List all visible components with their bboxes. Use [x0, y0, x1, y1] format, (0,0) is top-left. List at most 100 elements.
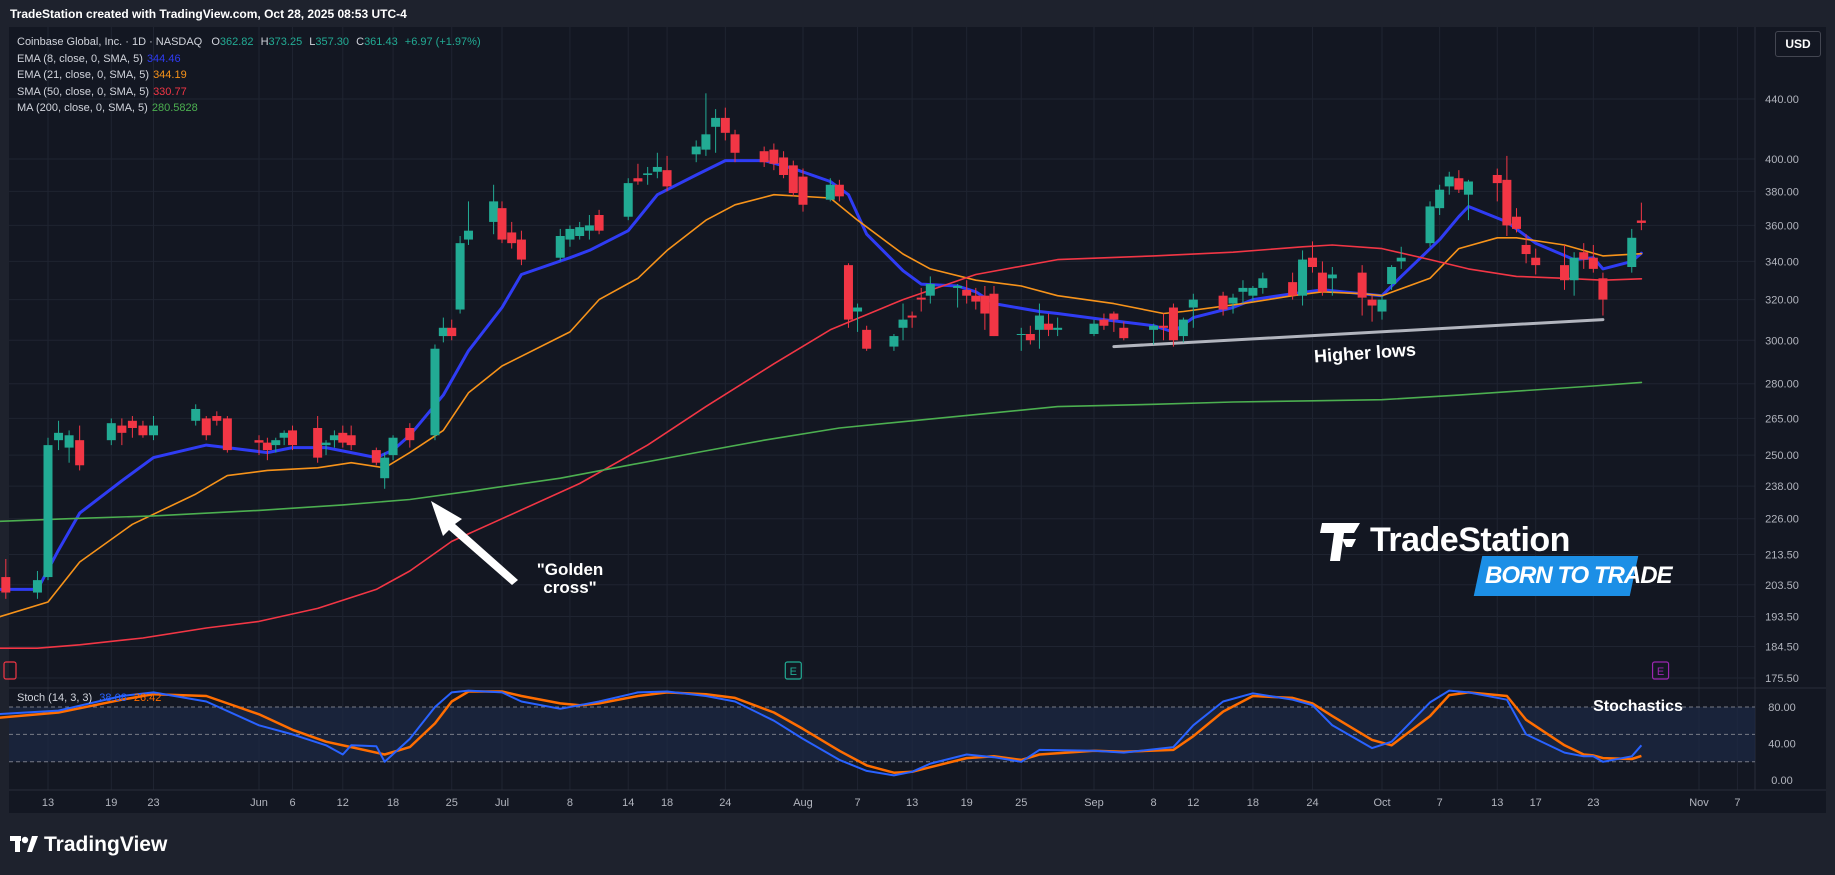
candle-body: [430, 348, 440, 436]
candle-body: [916, 297, 926, 300]
candle-body: [1357, 272, 1367, 298]
candle-body: [953, 285, 963, 288]
candle: [1317, 261, 1327, 296]
candle-body: [1178, 319, 1188, 337]
candle: [455, 235, 465, 314]
candle-body: [288, 430, 298, 446]
candle: [1025, 325, 1035, 345]
candle: [1357, 265, 1367, 316]
candle-body: [1502, 179, 1512, 226]
candle: [1377, 295, 1387, 320]
candle-body: [843, 265, 853, 320]
candles: [1, 93, 1646, 599]
time-tick-label: 13: [906, 797, 918, 809]
time-tick-label: 24: [1306, 797, 1318, 809]
candle: [555, 228, 565, 262]
candle: [633, 163, 643, 185]
candle: [798, 168, 808, 212]
candle-body: [1588, 257, 1598, 269]
indicator-row-ema8[interactable]: EMA (8, close, 0, SMA, 5) 344.46: [17, 51, 481, 68]
candle: [212, 411, 222, 426]
candle-body: [1492, 174, 1502, 184]
stochastics-label: Stochastics: [1593, 698, 1683, 715]
indicator-row-ma200[interactable]: MA (200, close, 0, SMA, 5) 280.5828: [17, 100, 481, 117]
candle: [138, 420, 148, 438]
candle-body: [463, 230, 473, 240]
candle-body: [643, 173, 653, 175]
candle: [980, 285, 990, 330]
time-tick-label: Jun: [250, 797, 268, 809]
candle: [623, 178, 633, 221]
price-tick-label: 238.00: [1765, 481, 1799, 493]
candle: [1627, 228, 1637, 273]
candle: [1, 558, 11, 599]
time-tick-label: 24: [719, 797, 731, 809]
candle: [989, 285, 999, 337]
candle: [1034, 303, 1044, 349]
time-tick-label: 14: [622, 797, 634, 809]
candle-body: [633, 178, 643, 182]
candle-body: [380, 457, 390, 479]
candle: [1016, 327, 1026, 351]
candle: [405, 423, 415, 448]
candle-body: [1307, 257, 1317, 267]
candle: [1560, 244, 1570, 290]
candle: [1367, 295, 1377, 322]
time-tick-label: 12: [1187, 797, 1199, 809]
candle: [75, 425, 85, 471]
candle-body: [1099, 319, 1109, 326]
indicator-label: SMA (50, close, 0, SMA, 5): [17, 85, 150, 98]
candle-body: [989, 293, 999, 337]
candle-body: [1149, 325, 1159, 330]
currency-button[interactable]: USD: [1775, 31, 1821, 57]
tradingview-logo[interactable]: TradingView: [10, 833, 167, 857]
indicator-label: EMA (8, close, 0, SMA, 5): [17, 52, 143, 65]
stoch-tick-label: 80.00: [1768, 702, 1796, 714]
candle: [1579, 243, 1589, 269]
time-tick-label: 25: [1015, 797, 1027, 809]
candle-body: [834, 184, 844, 197]
candle-body: [497, 208, 507, 240]
candle: [834, 179, 844, 202]
price-tick-label: 360.00: [1765, 220, 1799, 232]
ma200-line: [0, 381, 1643, 523]
stochastic-legend[interactable]: Stoch (14, 3, 3) 38.08 26.42: [17, 692, 161, 704]
candle: [1307, 241, 1317, 273]
candle-body: [555, 235, 565, 258]
candle: [1492, 168, 1502, 202]
candle: [825, 178, 835, 202]
candle: [1396, 246, 1406, 269]
candle-body: [1053, 327, 1063, 330]
candle: [1109, 311, 1119, 332]
footer-brand: TradingView: [44, 833, 168, 856]
candle: [907, 311, 917, 328]
earnings-marker-glyph: E: [1657, 666, 1664, 678]
candle: [962, 280, 972, 304]
candle: [1178, 317, 1188, 343]
indicator-row-ema21[interactable]: EMA (21, close, 0, SMA, 5) 344.19: [17, 67, 481, 84]
candle: [1248, 285, 1258, 302]
candle-body: [1044, 323, 1054, 330]
time-tick-label: Aug: [793, 797, 813, 809]
candle: [313, 416, 323, 463]
candle: [430, 344, 440, 441]
candle: [254, 435, 264, 456]
candle-body: [1435, 189, 1445, 209]
candle-body: [1317, 272, 1327, 292]
candle: [1588, 244, 1598, 273]
candle-body: [1109, 313, 1119, 320]
candle: [1089, 319, 1099, 337]
stochastic-panel: [0, 689, 1755, 777]
candle-body: [889, 336, 899, 347]
indicator-row-sma50[interactable]: SMA (50, close, 0, SMA, 5) 330.77: [17, 84, 481, 101]
symbol-row: Coinbase Global, Inc. · 1D · NASDAQ O362…: [17, 34, 481, 51]
time-tick-label: 8: [1151, 797, 1157, 809]
candle-body: [1327, 274, 1337, 279]
time-tick-label: 13: [42, 797, 54, 809]
candle: [117, 418, 127, 446]
stoch-d-line: [0, 690, 1642, 774]
price-tick-label: 380.00: [1765, 186, 1799, 198]
annotations-graphics: [431, 501, 518, 585]
